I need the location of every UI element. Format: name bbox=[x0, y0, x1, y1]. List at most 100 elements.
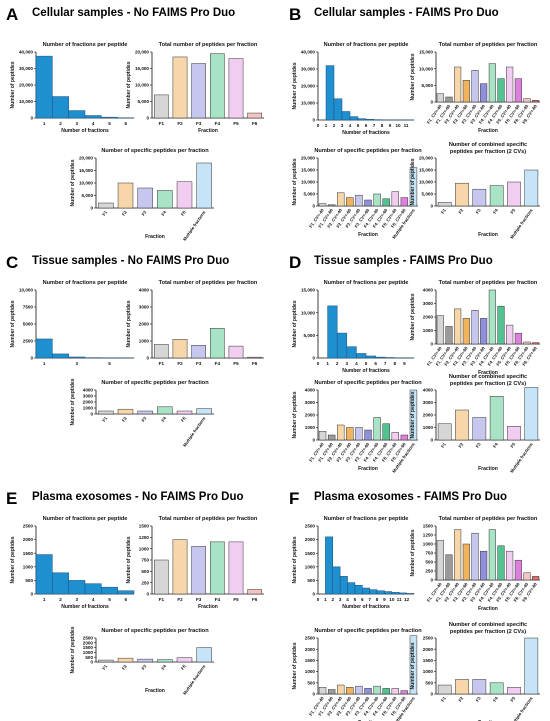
bar-Multiple fractions bbox=[524, 169, 539, 207]
x-tick-label: F3 bbox=[475, 207, 482, 214]
panel-header-A: A Cellular samples - No FAIMS Pro Duo bbox=[6, 5, 235, 24]
x-tick-label: 1 bbox=[43, 361, 46, 366]
y-tick-label: 1000 bbox=[423, 542, 434, 547]
y-tick-label: 10,000 bbox=[301, 310, 315, 315]
x-tick-label: 12 bbox=[404, 597, 410, 602]
y-tick-label: 3000 bbox=[423, 301, 434, 306]
panel-header-F: F Plasma exosomes - FAIMS Pro Duo bbox=[289, 489, 507, 508]
y-tick-label: 500 bbox=[425, 560, 433, 565]
x-tick-label: F6 bbox=[252, 121, 258, 126]
bar-2 bbox=[333, 98, 343, 121]
bar-Multiple fractions bbox=[196, 408, 212, 415]
bar-F3 bbox=[472, 417, 487, 441]
panel-title: Tissue samples - FAIMS Pro Duo bbox=[314, 255, 493, 267]
x-tick-label: F2 bbox=[177, 121, 183, 126]
y-tick-label: 1250 bbox=[423, 533, 434, 538]
y-tick-label: 0 bbox=[312, 438, 315, 443]
y-axis-label: Number of peptides bbox=[10, 300, 16, 347]
x-axis-label: Fraction bbox=[478, 128, 498, 134]
y-tick-label: 15,000 bbox=[301, 168, 315, 173]
y-axis-label: Number of peptides bbox=[410, 158, 416, 205]
y-tick-label: 1500 bbox=[23, 551, 34, 556]
y-axis-label: Number of peptides bbox=[410, 529, 416, 576]
bar-F5_CV=-40 bbox=[506, 66, 514, 103]
y-tick-label: 0 bbox=[430, 438, 433, 443]
x-tick-label: 10 bbox=[389, 597, 395, 602]
x-tick-label: F2 bbox=[121, 663, 128, 670]
y-tick-label: 2500 bbox=[83, 636, 94, 641]
x-tick-label: F5 bbox=[233, 121, 239, 126]
panel-header-D: D Tissue samples - FAIMS Pro Duo bbox=[289, 253, 493, 272]
panel-letter: F bbox=[289, 489, 299, 508]
bar-F6_CV=-60 bbox=[532, 342, 540, 345]
chart-title: Number of combined specific peptides per … bbox=[449, 374, 527, 387]
bar-F5 bbox=[507, 181, 521, 207]
x-tick-label: F2 bbox=[121, 415, 128, 422]
bar-F2_CV=-40 bbox=[337, 192, 345, 207]
chart-F3: Number of specific peptides per fraction… bbox=[292, 628, 422, 721]
bar-6 bbox=[117, 590, 135, 595]
x-tick-label: F1 bbox=[159, 121, 165, 126]
chart-title: Total number of peptides per fraction bbox=[159, 42, 258, 48]
bar-5 bbox=[365, 355, 376, 359]
y-tick-label: 1250 bbox=[139, 535, 150, 540]
bar-4 bbox=[356, 353, 367, 359]
x-tick-label: 5 bbox=[108, 361, 111, 366]
x-tick-label: 6 bbox=[374, 361, 377, 366]
chart-title: Number of fractions per peptide bbox=[43, 516, 128, 522]
x-axis-label: Fraction bbox=[198, 128, 218, 134]
bar-F5 bbox=[507, 687, 521, 695]
panel-header-B: B Cellular samples - FAIMS Pro Duo bbox=[289, 5, 499, 24]
y-tick-label: 0 bbox=[146, 356, 149, 361]
bar-F4 bbox=[209, 53, 225, 119]
bar-F4 bbox=[209, 328, 225, 359]
x-tick-label: 7 bbox=[384, 361, 387, 366]
x-tick-label: 2 bbox=[336, 361, 339, 366]
x-tick-label: F4 bbox=[492, 207, 499, 214]
y-tick-label: 5,000 bbox=[82, 193, 94, 198]
bar-6 bbox=[375, 356, 386, 359]
bar-F5_CV=-60 bbox=[400, 434, 409, 441]
y-axis-label: Number of peptides bbox=[70, 378, 76, 425]
y-tick-label: 500 bbox=[307, 680, 315, 685]
y-tick-label: 3000 bbox=[305, 400, 316, 405]
y-tick-label: 10,000 bbox=[301, 180, 315, 185]
y-tick-label: 0 bbox=[146, 592, 149, 597]
bar-F4 bbox=[157, 659, 173, 663]
x-tick-label: F5 bbox=[180, 209, 187, 216]
y-tick-label: 4000 bbox=[423, 288, 434, 293]
x-tick-label: 9 bbox=[383, 597, 386, 602]
bar-F1_CV=-60 bbox=[327, 434, 336, 441]
bar-5 bbox=[101, 116, 118, 119]
bar-7 bbox=[369, 589, 378, 595]
panel-title: Plasma exosomes - FAIMS Pro Duo bbox=[314, 491, 507, 503]
bar-3 bbox=[339, 576, 348, 595]
chart-A2: Total number of peptides per fraction 0 5,… bbox=[126, 42, 264, 134]
bar-1 bbox=[325, 536, 334, 595]
bar-3 bbox=[68, 580, 86, 595]
bar-9 bbox=[384, 591, 393, 595]
x-tick-label: F5 bbox=[509, 207, 516, 214]
panel-letter: E bbox=[6, 489, 17, 508]
panel-title: Plasma exosomes - No FAIMS Pro Duo bbox=[32, 491, 244, 503]
x-tick-label: F5 bbox=[233, 361, 239, 366]
x-tick-label: F4 bbox=[492, 441, 499, 448]
bar-F4_CV=-40 bbox=[373, 685, 381, 695]
x-axis-label: Fraction bbox=[478, 466, 498, 472]
bar-F2_CV=-40 bbox=[337, 684, 345, 695]
x-tick-label: F2 bbox=[457, 207, 464, 214]
y-tick-label: 1500 bbox=[139, 524, 150, 529]
x-tick-label: 6 bbox=[361, 597, 364, 602]
panel-letter: C bbox=[6, 253, 18, 272]
chart-D3: Number of specific peptides per fraction… bbox=[292, 380, 422, 474]
x-axis-label: Fraction bbox=[145, 234, 165, 240]
bar-F1 bbox=[98, 659, 114, 663]
bar-1 bbox=[327, 305, 338, 359]
bar-F5 bbox=[176, 657, 193, 663]
bar-F1 bbox=[98, 202, 114, 209]
y-tick-label: 0 bbox=[312, 592, 315, 597]
x-tick-label: F6 bbox=[252, 361, 258, 366]
x-tick-label: 3 bbox=[76, 121, 79, 126]
y-axis-label: Number of peptides bbox=[292, 536, 298, 583]
x-tick-label: 8 bbox=[376, 597, 379, 602]
